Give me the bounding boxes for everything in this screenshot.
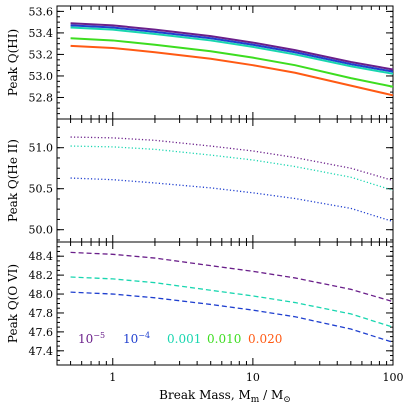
- x-axis-label: Break Mass, Mm / M⊙: [159, 388, 291, 405]
- x-tick-label: 100: [383, 371, 404, 384]
- series-line-0.020: [70, 44, 394, 97]
- panel-frame: [56, 241, 394, 366]
- y-tick-label: 48.2: [29, 269, 54, 282]
- legend-entry-1e-4: 10−4: [123, 331, 150, 346]
- panel-3: 47.4 47.6 47.8 48.0 48.2 48.4 Peak Q(O VI): [6, 241, 394, 366]
- y-tick-label: 47.6: [29, 326, 54, 339]
- y-tick-label: 53.0: [29, 70, 54, 83]
- y-axis-label: Peak Q(O VI): [6, 264, 20, 343]
- legend-entry-1e-5: 10−5: [78, 331, 105, 346]
- y-tick-label: 48.0: [29, 288, 54, 301]
- series-line-0.001: [70, 276, 394, 328]
- y-tick-label: 47.8: [29, 307, 54, 320]
- y-tick-label: 53.4: [29, 27, 54, 40]
- y-tick-label: 53.6: [29, 5, 54, 18]
- series-line-1e-4: [70, 177, 394, 223]
- y-tick-label: 47.4: [29, 345, 54, 358]
- y-axis-label: Peak Q(He II): [6, 139, 20, 222]
- y-axis-label: Peak Q(HI): [6, 29, 20, 96]
- series-line-0.010: [70, 37, 394, 88]
- panel-frame: [56, 118, 394, 243]
- panel-1: 52.8 53.0 53.2 53.4 53.6 Peak Q(HI): [6, 5, 394, 120]
- series-line-1e-5: [70, 136, 394, 182]
- x-tick-label: 10: [246, 371, 260, 384]
- legend-entry-0.010: 0.010: [207, 332, 241, 346]
- legend-entry-0.001: 0.001: [167, 332, 201, 346]
- y-tick-label: 52.8: [29, 91, 54, 104]
- series-line-1e-4: [70, 291, 394, 343]
- series-line-0.001: [70, 145, 394, 191]
- x-tick-label: 1: [109, 371, 116, 384]
- y-tick-label: 48.4: [29, 250, 54, 263]
- y-tick-label: 53.2: [29, 48, 54, 61]
- series-line-1e-5: [70, 251, 394, 303]
- series-line-1e-5: [70, 22, 394, 71]
- legend-entry-0.020: 0.020: [248, 332, 282, 346]
- series-line-1e-4: [70, 24, 394, 73]
- series-line-0.001: [70, 26, 394, 75]
- y-tick-label: 50.0: [29, 224, 54, 237]
- panel-2: 50.0 50.5 51.0 Peak Q(He II): [6, 118, 394, 243]
- y-tick-label: 50.5: [29, 183, 54, 196]
- y-tick-label: 51.0: [29, 142, 54, 155]
